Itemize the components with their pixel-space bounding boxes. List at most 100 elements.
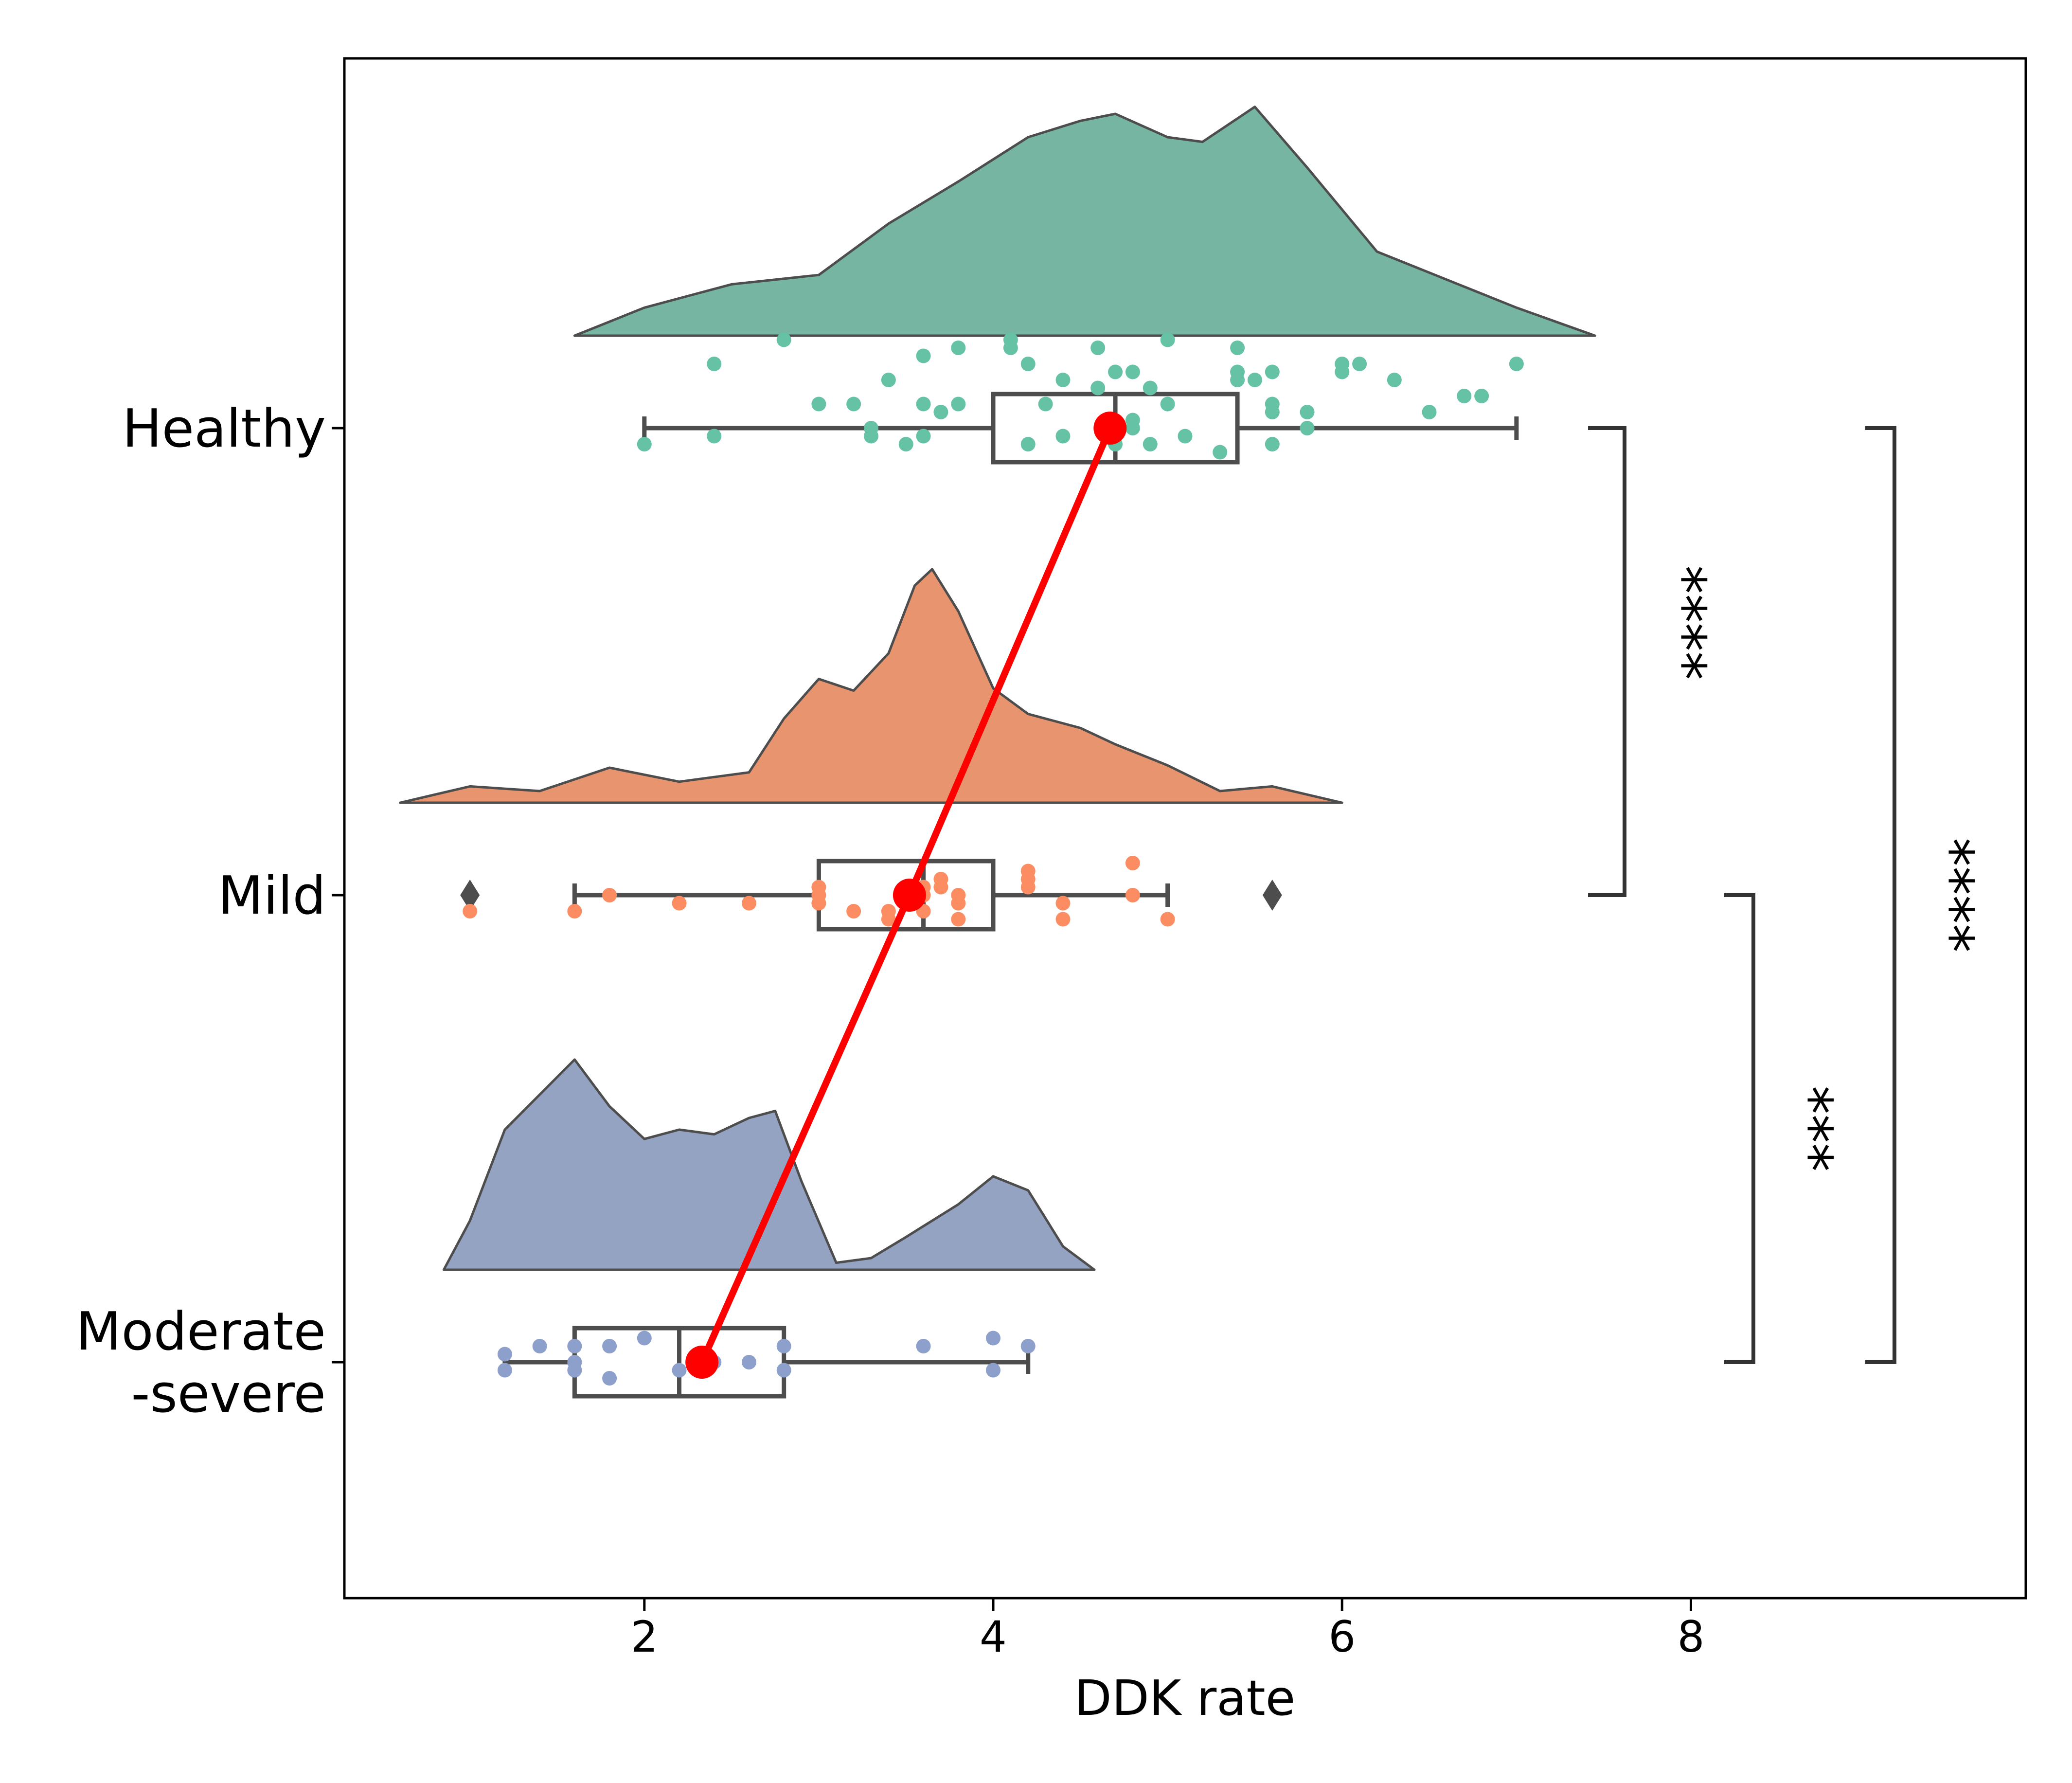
data-point [1265,364,1280,379]
y-category-label: Moderate [76,1301,326,1362]
data-point [1160,396,1175,412]
density-cloud [573,106,1596,337]
data-point [602,1339,617,1353]
y-category-label: Mild [218,865,326,926]
data-point [1143,380,1158,396]
data-point [846,396,861,412]
data-point [637,437,652,451]
significance-bracket [1588,426,1626,897]
data-point [951,341,966,355]
data-point [916,348,931,363]
data-point [707,357,722,371]
significance-label: *** [1778,1086,1845,1172]
data-point [497,1347,512,1362]
significance-label: **** [1651,565,1718,680]
data-point [1143,437,1158,451]
data-point [951,912,966,927]
data-point [1038,396,1053,412]
data-point [916,1339,931,1353]
data-point [1422,405,1437,419]
mean-marker [685,1346,719,1379]
data-point [1352,357,1367,371]
data-point [1213,445,1228,460]
data-point [1230,341,1245,355]
data-point [1265,437,1280,451]
data-point [1160,332,1175,347]
data-point [741,1355,756,1369]
data-point [602,1371,617,1386]
data-point [532,1339,547,1353]
data-point [1108,364,1123,379]
data-point [1090,380,1106,396]
data-point [951,396,966,412]
data-point [933,880,948,895]
data-point [463,904,478,919]
data-point [846,904,861,919]
data-point [707,429,722,444]
data-point [1020,357,1036,371]
data-point [1178,429,1193,444]
data-point [1457,389,1472,403]
data-point [1020,1339,1036,1353]
data-point [1003,341,1018,355]
significance-bracket [1724,893,1755,1364]
data-point [1509,357,1524,371]
data-point [864,429,879,444]
mean-marker [893,879,926,912]
density-cloud [399,568,1343,804]
data-point [672,896,687,911]
outlier-marker [1262,880,1282,911]
data-point [1055,429,1071,444]
data-point [881,373,896,387]
data-point [1055,912,1071,927]
data-point [881,912,896,927]
data-point [672,1363,687,1378]
data-point [1125,413,1140,428]
data-point [1055,373,1071,387]
y-category-label: -severe [131,1364,326,1424]
significance-bracket [1865,426,1896,1364]
data-point [986,1363,1001,1378]
data-point [1300,405,1315,419]
mean-marker [1093,412,1127,445]
outlier-marker [460,880,480,911]
x-tick-label: 6 [1328,1612,1356,1662]
data-point [916,396,931,412]
data-point [1020,437,1036,451]
y-category-label: Healthy [122,398,326,459]
data-point [1160,912,1175,927]
data-point [811,396,826,412]
data-point [1387,373,1402,387]
x-tick-label: 8 [1677,1612,1704,1662]
data-point [1474,389,1489,403]
data-point [898,437,913,451]
data-point [1125,856,1140,870]
data-point [567,904,582,919]
data-point [986,1331,1001,1346]
data-point [1125,364,1140,379]
data-point [933,405,948,419]
data-point [1090,341,1106,355]
data-point [1300,421,1315,435]
data-point [776,1363,791,1378]
data-point [567,1339,582,1353]
x-tick-label: 2 [631,1612,658,1662]
data-point [1230,373,1245,387]
data-point [776,332,791,347]
density-cloud [442,1058,1096,1271]
data-point [567,1363,582,1378]
data-point [1265,396,1280,412]
data-point [916,429,931,444]
significance-label: **** [1919,838,1986,953]
data-point [776,1339,791,1353]
data-point [1335,357,1350,371]
data-point [602,888,617,902]
plot-frame [343,57,2027,1600]
data-point [1125,888,1140,902]
data-point [741,896,756,911]
x-axis-title: DDK rate [1074,1670,1296,1727]
data-point [811,888,826,902]
data-point [1020,880,1036,895]
